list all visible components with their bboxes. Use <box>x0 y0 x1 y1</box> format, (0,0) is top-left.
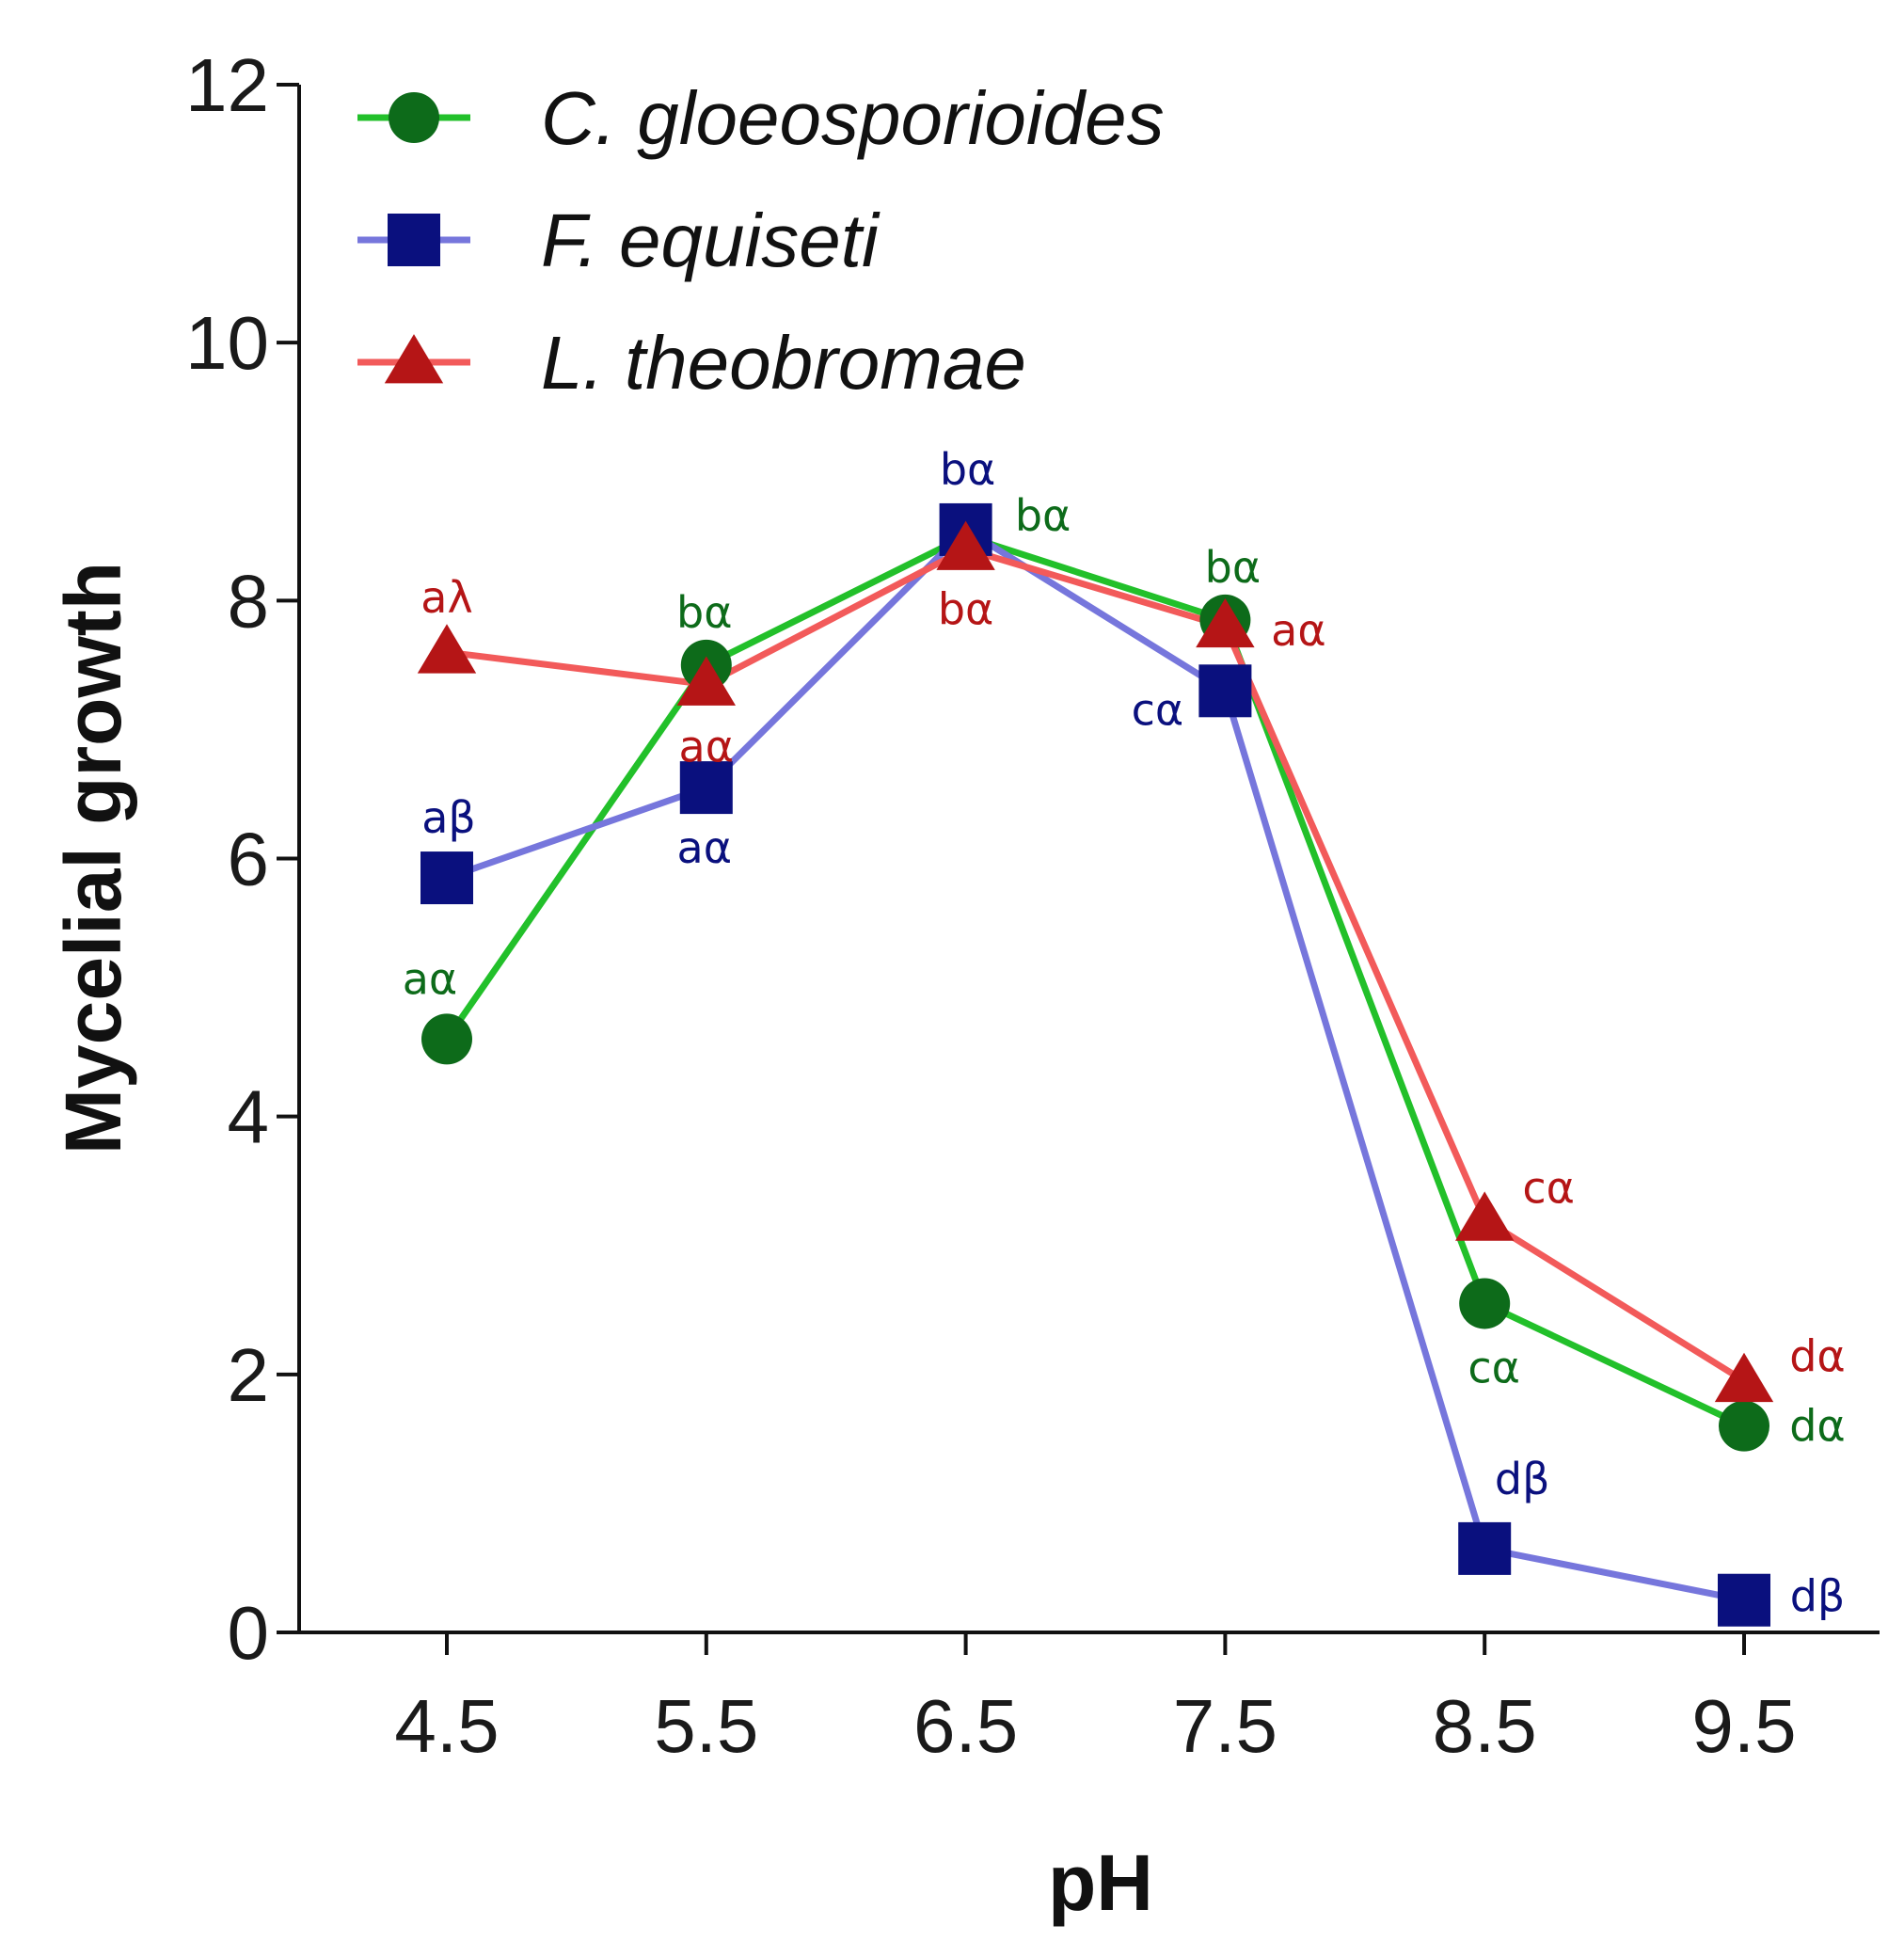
x-tick-label: 8.5 <box>1433 1684 1537 1768</box>
series-point-marker <box>420 851 473 905</box>
point-label: cα <box>1132 684 1184 735</box>
legend-marker <box>388 214 440 266</box>
y-axis-title: Mycelial growth <box>49 562 137 1154</box>
y-tick-label: 8 <box>228 559 270 643</box>
series-point-marker <box>1196 597 1255 648</box>
series-line <box>446 546 1746 1384</box>
point-label: aλ <box>420 572 472 623</box>
legend-label: L. theobromae <box>541 321 1026 405</box>
point-label: bα <box>1205 542 1261 593</box>
x-tick-label: 9.5 <box>1691 1684 1796 1768</box>
legend-label: C. gloeosporioides <box>541 76 1165 160</box>
legend-marker <box>384 334 444 384</box>
series-point-marker <box>679 761 733 815</box>
legend: C. gloeosporioides F. equiseti L. theobrom… <box>357 76 1165 405</box>
x-tick-label: 4.5 <box>394 1684 499 1768</box>
x-tick-label: 6.5 <box>913 1684 1018 1768</box>
legend-marker <box>389 92 439 143</box>
series-point-marker <box>1714 1352 1774 1403</box>
point-label: aβ <box>421 792 476 843</box>
series-point-marker <box>1198 664 1252 718</box>
x-tick-label: 5.5 <box>654 1684 758 1768</box>
point-label: dβ <box>1495 1454 1550 1504</box>
point-label: cα <box>1468 1342 1520 1392</box>
y-tick-label: 2 <box>228 1333 270 1417</box>
y-tick-label: 0 <box>228 1591 270 1675</box>
point-label: dβ <box>1790 1571 1846 1622</box>
series-point-marker <box>421 1013 472 1065</box>
point-label: aα <box>403 953 458 1004</box>
point-label: aα <box>679 721 735 772</box>
series-point-marker <box>1458 1521 1512 1575</box>
series-lines <box>444 526 1746 1604</box>
point-label: bα <box>1015 490 1071 541</box>
legend-label: F. equiseti <box>541 199 881 282</box>
series-line <box>445 526 1745 1604</box>
y-tick-label: 4 <box>228 1075 270 1159</box>
axes <box>297 85 1880 1634</box>
y-tick-label: 12 <box>185 43 269 127</box>
y-ticks: 0 2 4 6 8 10 12 <box>185 43 299 1675</box>
point-label: bα <box>676 587 733 638</box>
point-label: aα <box>1271 605 1326 656</box>
point-label: dα <box>1789 1401 1846 1452</box>
x-tick-label: 7.5 <box>1173 1684 1277 1768</box>
series-line <box>444 533 1746 1429</box>
point-label: bα <box>938 584 994 635</box>
y-tick-label: 10 <box>185 301 269 385</box>
series-point-marker <box>1459 1278 1511 1329</box>
y-tick-label: 6 <box>228 818 270 901</box>
point-label: aα <box>677 822 733 873</box>
series-point-marker <box>1455 1191 1515 1241</box>
x-ticks: 4.5 5.5 6.5 7.5 8.5 9.5 <box>394 1632 1797 1768</box>
point-label: dα <box>1789 1331 1846 1382</box>
series-point-marker <box>1719 1400 1769 1452</box>
series-markers <box>417 502 1774 1627</box>
point-label: bα <box>940 444 996 495</box>
series-point-marker <box>417 624 477 674</box>
x-axis-title: pH <box>1048 1838 1153 1927</box>
point-label: cα <box>1522 1162 1575 1213</box>
series-point-marker <box>936 520 995 570</box>
series-point-marker <box>1718 1573 1770 1627</box>
series-point-marker <box>676 656 736 706</box>
